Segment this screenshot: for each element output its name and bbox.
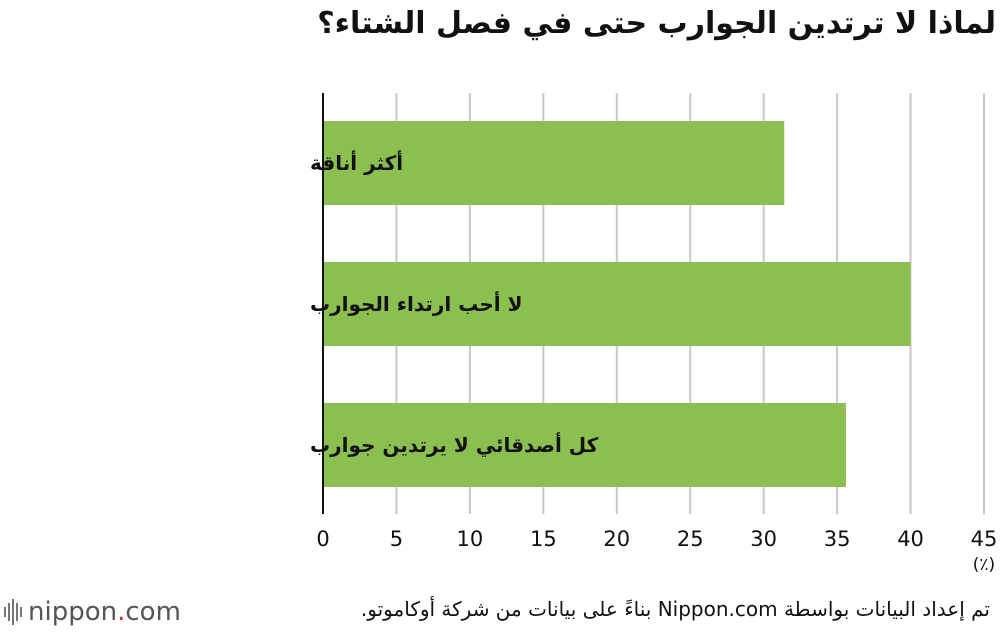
x-tick-label: 15 <box>530 527 557 551</box>
bar-chart: أكثر أناقة لا أحب ارتداء الجوارب كل أصدقائ… <box>310 93 997 575</box>
brand-logo: nippon.com <box>4 594 181 630</box>
x-tick-label: 5 <box>390 527 403 551</box>
brand-tld: com <box>125 597 181 627</box>
x-tick-label: 30 <box>750 527 777 551</box>
bar <box>323 121 785 205</box>
x-tick-label: 10 <box>457 527 484 551</box>
category-labels: أكثر أناقة لا أحب ارتداء الجوارب كل أصدقائ… <box>310 149 599 458</box>
x-tick-label: 35 <box>824 527 851 551</box>
x-unit-label: (٪) <box>973 555 995 575</box>
category-label: لا أحب ارتداء الجوارب <box>310 290 523 316</box>
x-tick-label: 20 <box>603 527 630 551</box>
category-label: أكثر أناقة <box>310 149 403 175</box>
source-note: تم إعداد البيانات بواسطة Nippon.com بناء… <box>360 597 990 621</box>
x-tick-label: 40 <box>897 527 924 551</box>
brand-dot: . <box>117 597 126 627</box>
brand-mark-icon <box>4 598 22 626</box>
x-tick-label: 45 <box>971 527 998 551</box>
chart-title: لماذا لا ترتدين الجوارب حتى في فصل الشتا… <box>317 6 996 41</box>
x-tick-label: 0 <box>316 527 329 551</box>
x-tick-labels: 0 5 10 15 20 25 30 35 40 45 <box>316 527 997 551</box>
bars <box>323 121 911 487</box>
brand-name: nippon <box>28 597 118 627</box>
x-tick-label: 25 <box>677 527 704 551</box>
bar <box>323 262 911 346</box>
bar <box>323 403 846 487</box>
category-label: كل أصدقائي لا يرتدين جوارب <box>310 431 599 458</box>
